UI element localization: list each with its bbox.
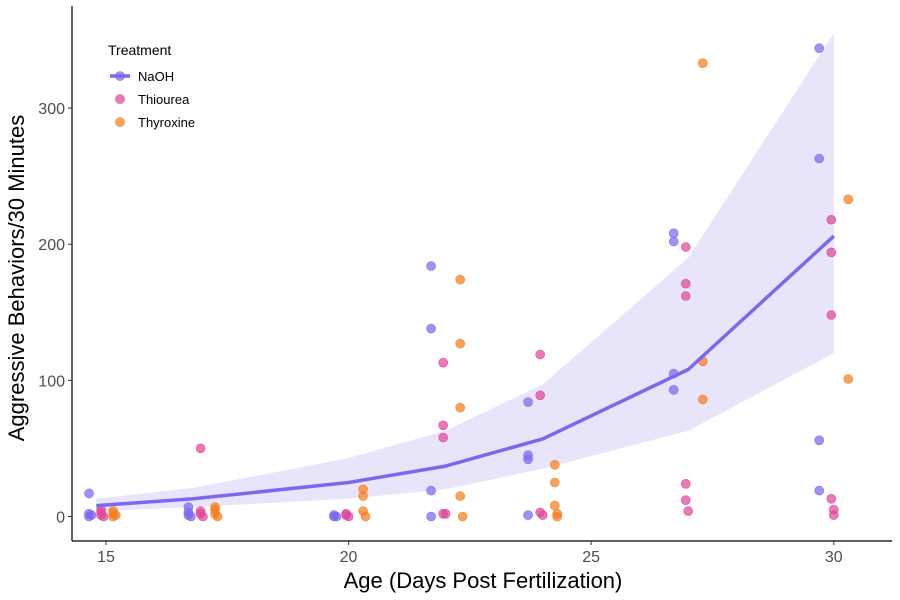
point-thiourea: [535, 349, 546, 360]
point-thyroxine: [549, 459, 560, 470]
point-thiourea: [826, 493, 837, 504]
point-naoh: [814, 485, 825, 496]
trend-line: [96, 234, 835, 508]
x-tick-label: 20: [340, 549, 358, 566]
point-thiourea: [680, 291, 691, 301]
point-thiourea: [198, 511, 208, 522]
trend-line-naoh: [96, 234, 835, 508]
point-thiourea: [680, 242, 691, 252]
point-thyroxine: [455, 274, 466, 285]
point-naoh: [426, 511, 436, 522]
point-thyroxine: [697, 394, 708, 405]
legend-title: Treatment: [108, 42, 171, 58]
point-thyroxine: [843, 194, 854, 205]
legend-item-thyroxine: Thyroxine: [115, 115, 195, 130]
x-tick-label: 30: [825, 549, 843, 566]
point-thyroxine: [110, 510, 121, 520]
legend-label-thyroxine: Thyroxine: [138, 115, 195, 130]
point-thiourea: [828, 510, 839, 520]
point-thyroxine: [455, 402, 466, 413]
point-naoh: [426, 261, 436, 271]
point-thiourea: [438, 420, 449, 431]
point-thiourea: [680, 495, 691, 506]
legend-swatch-thiourea: [115, 94, 125, 104]
y-tick-label: 300: [38, 101, 65, 118]
point-naoh: [186, 511, 196, 522]
x-tick-label: 25: [582, 549, 600, 566]
point-thiourea: [683, 506, 694, 516]
legend-label-thiourea: Thiourea: [138, 92, 190, 107]
data-points: [84, 43, 854, 522]
point-thiourea: [98, 511, 109, 522]
point-naoh: [426, 485, 436, 496]
point-thiourea: [438, 432, 449, 443]
point-naoh: [86, 510, 97, 520]
point-naoh: [331, 511, 342, 522]
point-naoh: [668, 385, 679, 395]
x-axis-title: Age (Days Post Fertilization): [344, 568, 623, 593]
point-thiourea: [343, 511, 354, 522]
point-naoh: [814, 153, 825, 164]
point-thyroxine: [360, 511, 371, 522]
point-thyroxine: [552, 511, 563, 522]
y-tick-label: 200: [38, 237, 65, 254]
point-thiourea: [826, 310, 837, 320]
point-thiourea: [826, 214, 837, 225]
point-naoh: [84, 488, 94, 499]
point-thyroxine: [457, 511, 468, 522]
point-thiourea: [680, 278, 691, 289]
point-thiourea: [440, 508, 451, 519]
legend-swatch-thyroxine: [115, 117, 125, 127]
point-thiourea: [438, 357, 449, 368]
y-tick-label: 0: [56, 509, 65, 526]
point-thyroxine: [455, 491, 466, 501]
legend: Treatment NaOH Thiourea Thyroxine: [108, 42, 195, 130]
point-thyroxine: [549, 477, 560, 488]
confidence-band-area: [96, 33, 834, 512]
y-tick-label: 100: [38, 373, 65, 390]
y-axis-title: Aggressive Behaviors/30 Minutes: [4, 115, 29, 442]
x-tick-label: 15: [97, 549, 115, 566]
point-thiourea: [535, 390, 546, 401]
point-thiourea: [195, 443, 206, 454]
legend-item-naoh: NaOH: [110, 69, 174, 84]
point-thyroxine: [843, 374, 854, 384]
point-thiourea: [680, 478, 691, 489]
point-naoh: [426, 323, 436, 334]
point-naoh: [523, 510, 533, 520]
point-thiourea: [826, 247, 837, 258]
point-thyroxine: [358, 491, 368, 501]
legend-label-naoh: NaOH: [138, 69, 174, 84]
point-thiourea: [537, 510, 548, 520]
point-thyroxine: [212, 511, 223, 522]
point-naoh: [523, 397, 533, 407]
legend-swatch-naoh: [115, 71, 125, 81]
confidence-band: [96, 33, 834, 512]
point-naoh: [523, 454, 533, 465]
legend-item-thiourea: Thiourea: [115, 92, 190, 107]
point-naoh: [668, 236, 679, 247]
point-naoh: [668, 228, 679, 239]
point-thyroxine: [697, 58, 708, 69]
point-thyroxine: [549, 500, 560, 511]
point-naoh: [814, 43, 825, 54]
point-thyroxine: [455, 338, 466, 349]
point-naoh: [814, 435, 825, 446]
